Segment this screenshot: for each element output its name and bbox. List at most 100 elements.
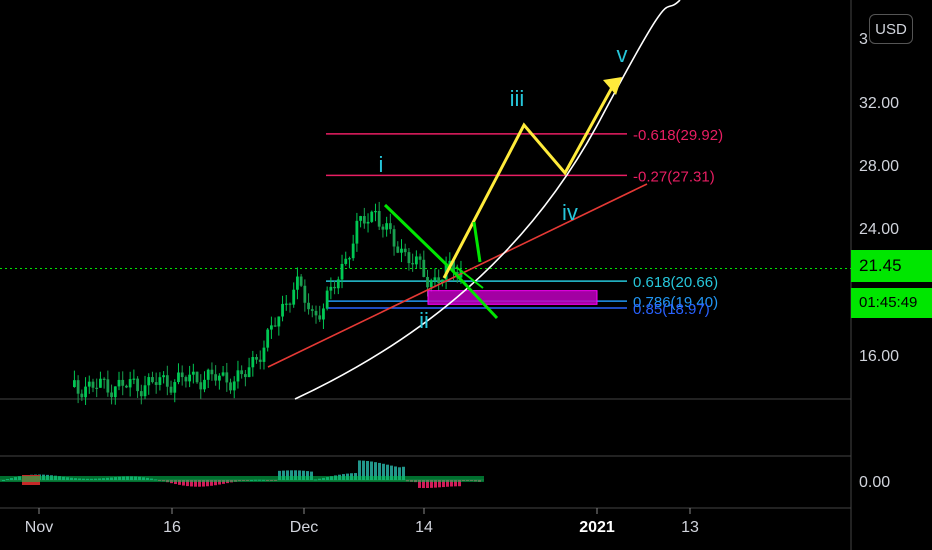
candle-body [325,290,329,309]
oscillator-bar [202,480,205,487]
candle-body [348,258,351,260]
candle-body [206,369,210,380]
price-tick-label: 24.00 [859,221,899,238]
oscillator-bar [214,480,217,486]
oscillator-bar [418,480,421,488]
wave-label: i [379,152,384,177]
oscillator-bar [378,462,381,480]
candle-body [151,377,154,383]
candle-body [247,367,251,378]
oscillator-bar [422,480,425,489]
candle-body [299,276,303,286]
candle-body [188,374,192,382]
oscillator-bar [390,465,393,480]
candle-body [422,259,426,277]
parabolic-curve [294,0,681,400]
oscillator-bar [438,480,441,488]
candle-body [314,310,318,316]
candle-body [433,277,437,281]
oscillator-pane [0,460,484,489]
oscillator-bar [174,480,177,485]
candle-body [336,279,340,289]
candle-body [232,381,236,391]
candle-body [184,377,188,382]
oscillator-bar [398,467,401,480]
candle-body [296,276,299,290]
price-tick-label: 3 [859,31,868,48]
candle-body [258,359,262,362]
candle-body [180,372,184,378]
candle-body [251,357,255,368]
oscillator-bar [218,480,221,485]
oscillator-bar [290,470,293,480]
price-tick-label: 32.00 [859,95,899,112]
candle-body [165,375,169,387]
candle-body [362,216,366,224]
oscillator-bar [402,466,405,480]
oscillator-bar [458,480,461,487]
candle-body [143,385,147,397]
currency-button[interactable]: USD [869,14,913,44]
candle-body [121,379,125,386]
oscillator-bar [206,480,209,487]
time-tick-label: 2021 [579,519,615,536]
time-tick-label: 14 [415,519,433,536]
oscillator-bar [306,471,309,480]
oscillator-bar [370,461,373,480]
candle-body [288,303,292,305]
current-price-tag: 21.45 [851,250,932,282]
candle-body [76,380,80,394]
oscillator-bar [194,480,197,487]
candle-body [284,303,288,305]
candle-body [106,379,110,393]
candle-body [385,223,389,230]
candle-body [117,379,121,387]
candle-body [132,378,136,380]
oscillator-bar [386,464,389,480]
candle-body [266,329,270,348]
candle-body [333,286,336,289]
candle-body [370,211,374,222]
candle-body [225,372,229,383]
candle-body [154,382,158,385]
candle-body [452,260,455,272]
projection-arrowhead [603,77,622,95]
candle-body [414,256,418,265]
fib-level-label: -0.27(27.31) [633,168,715,185]
oscillator-bar [282,470,285,480]
candle-body [147,377,151,386]
oscillator-bar [426,480,429,488]
candle-body [400,248,403,253]
candle-body [113,386,117,398]
fib-level-label: 0.85(18.97) [633,301,710,318]
oscillator-bar [178,480,181,485]
candle-body [139,391,143,397]
oscillator-bar [190,480,193,487]
candle-body [270,325,273,330]
oscillator-bar [394,466,397,480]
candle-body [374,211,377,213]
candle-body [381,226,385,230]
candle-body [99,378,102,388]
candle-body [240,370,244,375]
wave-label: v [617,42,628,67]
candle-body [95,387,99,389]
wave-label: iv [562,200,578,225]
chart-grid [0,0,852,550]
fib-level-label: -0.618(29.92) [633,127,723,144]
candle-body [307,302,310,310]
price-tick-label: 28.00 [859,158,899,175]
candle-body [329,286,333,291]
time-tick-label: 13 [681,519,699,536]
correction-segment [455,266,484,289]
candle-body [80,393,84,398]
candle-body [344,258,348,264]
candle-body [102,378,106,380]
time-tick-label: Nov [25,519,53,536]
bar-countdown-tag: 01:45:49 [851,288,932,318]
oscillator-bar [430,480,433,488]
main-plot[interactable]: -0.618(29.92) -0.27(27.31) 0.618(20.66) 0.7… [0,0,851,405]
oscillator-bar [198,480,201,487]
candle-body [87,381,91,387]
